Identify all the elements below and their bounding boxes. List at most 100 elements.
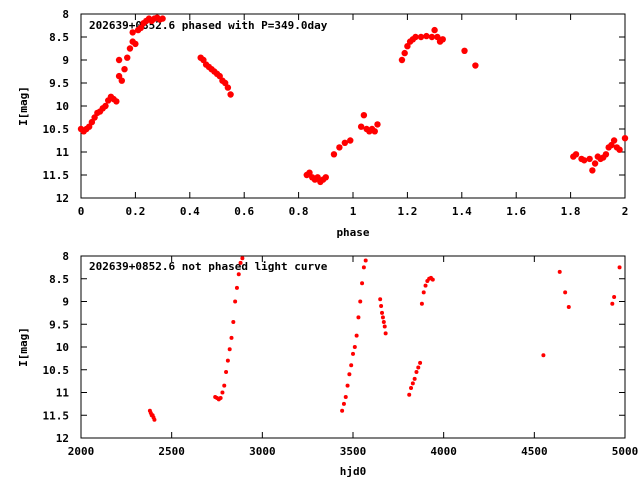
data-point — [557, 269, 562, 274]
data-point — [115, 72, 123, 80]
data-point — [137, 24, 145, 31]
y-axis-label: I[mag] — [17, 86, 30, 126]
data-point — [431, 26, 438, 34]
data-point — [617, 265, 622, 270]
data-point — [563, 290, 568, 295]
x-tick-label: 1.4 — [452, 205, 472, 218]
data-point — [404, 43, 411, 50]
phased-light-curve-panel: 0 0.2 0.4 0.6 0.8 1 1.2 1.4 1.6 1.8 2 8 8.5 9 9.5 10 10.… — [17, 8, 628, 239]
y-tick-label: 9 — [62, 296, 69, 309]
data-point — [224, 370, 229, 375]
y-tick-label: 11.5 — [43, 409, 70, 422]
data-point — [343, 395, 348, 400]
y-tick-label: 11 — [56, 146, 70, 159]
data-point — [229, 335, 234, 340]
data-point — [616, 146, 623, 153]
data-point — [423, 283, 428, 288]
data-point — [347, 372, 352, 377]
data-point — [352, 345, 357, 349]
data-point — [417, 33, 425, 41]
data-point — [371, 128, 378, 135]
data-point — [347, 137, 354, 144]
x-tick-label: 1.8 — [561, 205, 581, 218]
y-tick-label: 10 — [56, 341, 69, 354]
data-point — [126, 45, 134, 52]
x-tick-label: 0 — [78, 205, 85, 218]
data-point — [589, 167, 596, 174]
data-point — [434, 33, 441, 41]
y-tick-label: 12 — [56, 192, 69, 205]
x-tick-label: 0.2 — [125, 205, 145, 218]
data-point — [610, 137, 618, 144]
x-tick-label: 2 — [622, 205, 629, 218]
data-point — [380, 310, 385, 315]
data-point — [541, 353, 546, 358]
data-point — [314, 174, 321, 181]
data-point — [356, 315, 361, 320]
x-tick-label: 3500 — [340, 445, 367, 458]
x-tick-label: 3000 — [249, 445, 276, 458]
y-tick-label: 8.5 — [49, 273, 69, 286]
data-point — [227, 91, 234, 98]
data-point — [380, 315, 385, 320]
x-tick-label: 4000 — [430, 445, 457, 458]
data-point — [91, 114, 98, 121]
data-point — [351, 351, 355, 356]
data-point — [222, 383, 227, 388]
y-tick-label: 9.5 — [49, 77, 69, 90]
data-point — [374, 121, 381, 128]
data-point — [240, 256, 245, 261]
data-point — [85, 123, 93, 130]
data-point — [430, 277, 435, 282]
x-tick-label: 4500 — [521, 445, 548, 458]
x-axis-label: hjd0 — [340, 465, 367, 478]
data-point — [238, 260, 243, 265]
data-point — [361, 265, 366, 270]
y-tick-label: 10.5 — [43, 123, 70, 136]
data-point — [461, 47, 468, 54]
data-point — [129, 29, 136, 36]
data-point — [306, 169, 313, 176]
data-point — [340, 408, 345, 413]
plot-frame — [80, 13, 626, 199]
data-point — [330, 151, 338, 158]
y-tick-label: 9.5 — [49, 318, 69, 331]
data-point — [419, 301, 424, 306]
x-tick-label: 2000 — [68, 445, 95, 458]
data-point — [621, 135, 629, 142]
data-point — [414, 370, 419, 375]
y-tick-label: 10 — [56, 100, 69, 113]
data-point — [341, 139, 349, 146]
data-point — [354, 333, 359, 338]
y-axis-label: I[mag] — [17, 327, 30, 367]
y-tick-label: 8 — [62, 250, 69, 263]
data-point — [360, 281, 365, 286]
data-point — [132, 40, 139, 48]
data-point — [233, 299, 238, 304]
data-point — [383, 331, 388, 336]
data-point — [401, 49, 408, 57]
data-point — [608, 141, 615, 149]
y-tick-label: 11 — [56, 387, 70, 400]
data-point — [236, 272, 241, 277]
data-point — [341, 401, 346, 406]
data-point — [421, 290, 426, 295]
data-point — [159, 15, 166, 22]
data-point — [216, 72, 223, 80]
data-point — [412, 33, 419, 41]
unphased-light-curve-panel: 2000 2500 3000 3500 4000 4500 5000 8 8.5 9 9.5 10 10… — [17, 250, 638, 478]
chart-title: 202639+0852.6 phased with P=349.0day — [89, 19, 328, 32]
data-point — [225, 358, 230, 363]
data-point — [381, 319, 386, 324]
x-tick-label: 1.2 — [397, 205, 417, 218]
data-point — [121, 66, 128, 73]
data-point — [102, 102, 109, 110]
data-point — [610, 301, 615, 306]
data-point — [581, 157, 588, 164]
data-point — [113, 98, 120, 105]
data-point — [418, 360, 423, 365]
x-tick-label: 5000 — [612, 445, 639, 458]
data-point — [602, 151, 610, 158]
x-tick-label: 0.4 — [180, 205, 200, 218]
